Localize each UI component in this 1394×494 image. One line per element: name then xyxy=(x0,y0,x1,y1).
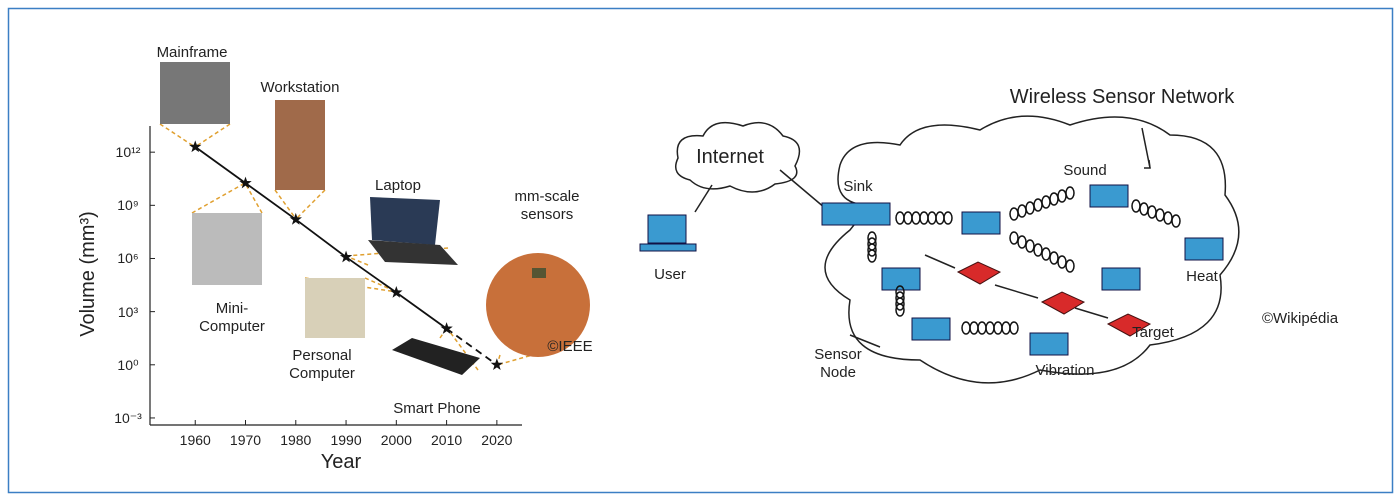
signal-coil xyxy=(1009,231,1019,245)
signal-coil xyxy=(867,243,877,257)
user-label: User xyxy=(654,266,686,283)
x-tick-label: 1980 xyxy=(280,432,312,448)
minicomputer-photo xyxy=(192,213,262,285)
sensor-node xyxy=(1184,237,1224,261)
data-point xyxy=(239,176,252,189)
y-tick-label: 10¹² xyxy=(115,144,141,161)
target-label: Target xyxy=(1132,324,1174,341)
data-point xyxy=(440,322,453,334)
signal-coil xyxy=(1033,243,1043,257)
signal-coil xyxy=(1009,321,1019,335)
signal-coil xyxy=(1065,259,1075,273)
trend-line xyxy=(194,146,448,330)
user-computer xyxy=(647,214,687,244)
signal-coil xyxy=(1025,239,1035,253)
x-tick-label: 1970 xyxy=(229,432,262,448)
annotation: Smart Phone xyxy=(393,400,481,417)
laptop-base xyxy=(368,240,458,265)
signal-coil xyxy=(1171,214,1181,228)
target-node xyxy=(1106,313,1152,337)
coin-photo xyxy=(486,253,590,357)
signal-coil xyxy=(1057,255,1067,269)
laptop-photo xyxy=(370,197,440,245)
x-tick-label: 2000 xyxy=(380,432,412,448)
credit: ©Wikipédia xyxy=(1261,310,1339,327)
signal-coil xyxy=(1049,251,1059,265)
sensor-node xyxy=(1089,184,1129,208)
sensor-node xyxy=(881,267,921,291)
pc-photo xyxy=(305,278,365,338)
sensor-node xyxy=(961,211,1001,235)
target-node xyxy=(1040,291,1086,315)
internet-label: Internet xyxy=(696,146,764,168)
signal-coil xyxy=(943,211,953,225)
sink-box xyxy=(821,202,891,226)
data-point xyxy=(189,140,202,153)
frame xyxy=(7,7,1394,494)
annotation: Personal Computer xyxy=(289,347,355,382)
phone-photo xyxy=(392,338,480,375)
workstation-photo xyxy=(275,100,325,190)
trend-line xyxy=(446,327,498,366)
annotation: Mini-Computer xyxy=(199,300,265,335)
x-tick-label: 2010 xyxy=(431,432,463,448)
y-tick-label: 10⁰ xyxy=(117,356,139,373)
heat-label: Heat xyxy=(1186,268,1218,285)
annotation: mm-scale sensors xyxy=(514,188,580,223)
diagram-title: Wireless Sensor Network xyxy=(1009,86,1235,108)
y-tick-label: 10⁹ xyxy=(117,197,139,214)
annotation: Mainframe xyxy=(156,44,228,61)
signal-coil xyxy=(895,303,905,317)
signal-coil xyxy=(895,297,905,311)
vibration-label: Vibration xyxy=(1035,362,1095,379)
data-point xyxy=(339,250,353,263)
x-tick-label: 2020 xyxy=(481,432,513,448)
annotation: ©IEEE xyxy=(547,338,593,355)
data-point xyxy=(390,286,403,298)
y-tick-label: 10³ xyxy=(117,303,139,320)
data-point xyxy=(490,358,504,371)
sink-label: Sink xyxy=(843,178,873,195)
arrow xyxy=(924,254,1109,319)
signal-coil xyxy=(1017,235,1027,249)
signal-coil xyxy=(1065,186,1075,200)
sensor-node xyxy=(911,317,951,341)
mainframe-photo xyxy=(160,62,230,124)
sensor-node-label: Sensor Node xyxy=(814,346,862,381)
sensor-photo xyxy=(532,268,546,278)
target-node xyxy=(956,261,1002,285)
sensor-node xyxy=(1101,267,1141,291)
x-tick-label: 1960 xyxy=(179,432,211,448)
sound-label: Sound xyxy=(1063,162,1107,179)
sensor-nodes xyxy=(867,184,1224,356)
x-axis-label: Year xyxy=(320,451,362,473)
user-keyboard xyxy=(639,243,697,252)
diagram-shapes xyxy=(675,115,1240,384)
signal-coil xyxy=(867,249,877,263)
data-point xyxy=(289,212,302,225)
x-tick-label: 1990 xyxy=(330,432,362,448)
y-tick-label: 10⁻³ xyxy=(114,409,142,426)
y-axis-label: Volume (mm³) xyxy=(77,210,99,337)
annotation: Laptop xyxy=(375,177,421,194)
y-tick-label: 10⁶ xyxy=(117,250,139,267)
sensor-node xyxy=(1029,332,1069,356)
annotation: Workstation xyxy=(260,79,340,96)
signal-coil xyxy=(1041,247,1051,261)
